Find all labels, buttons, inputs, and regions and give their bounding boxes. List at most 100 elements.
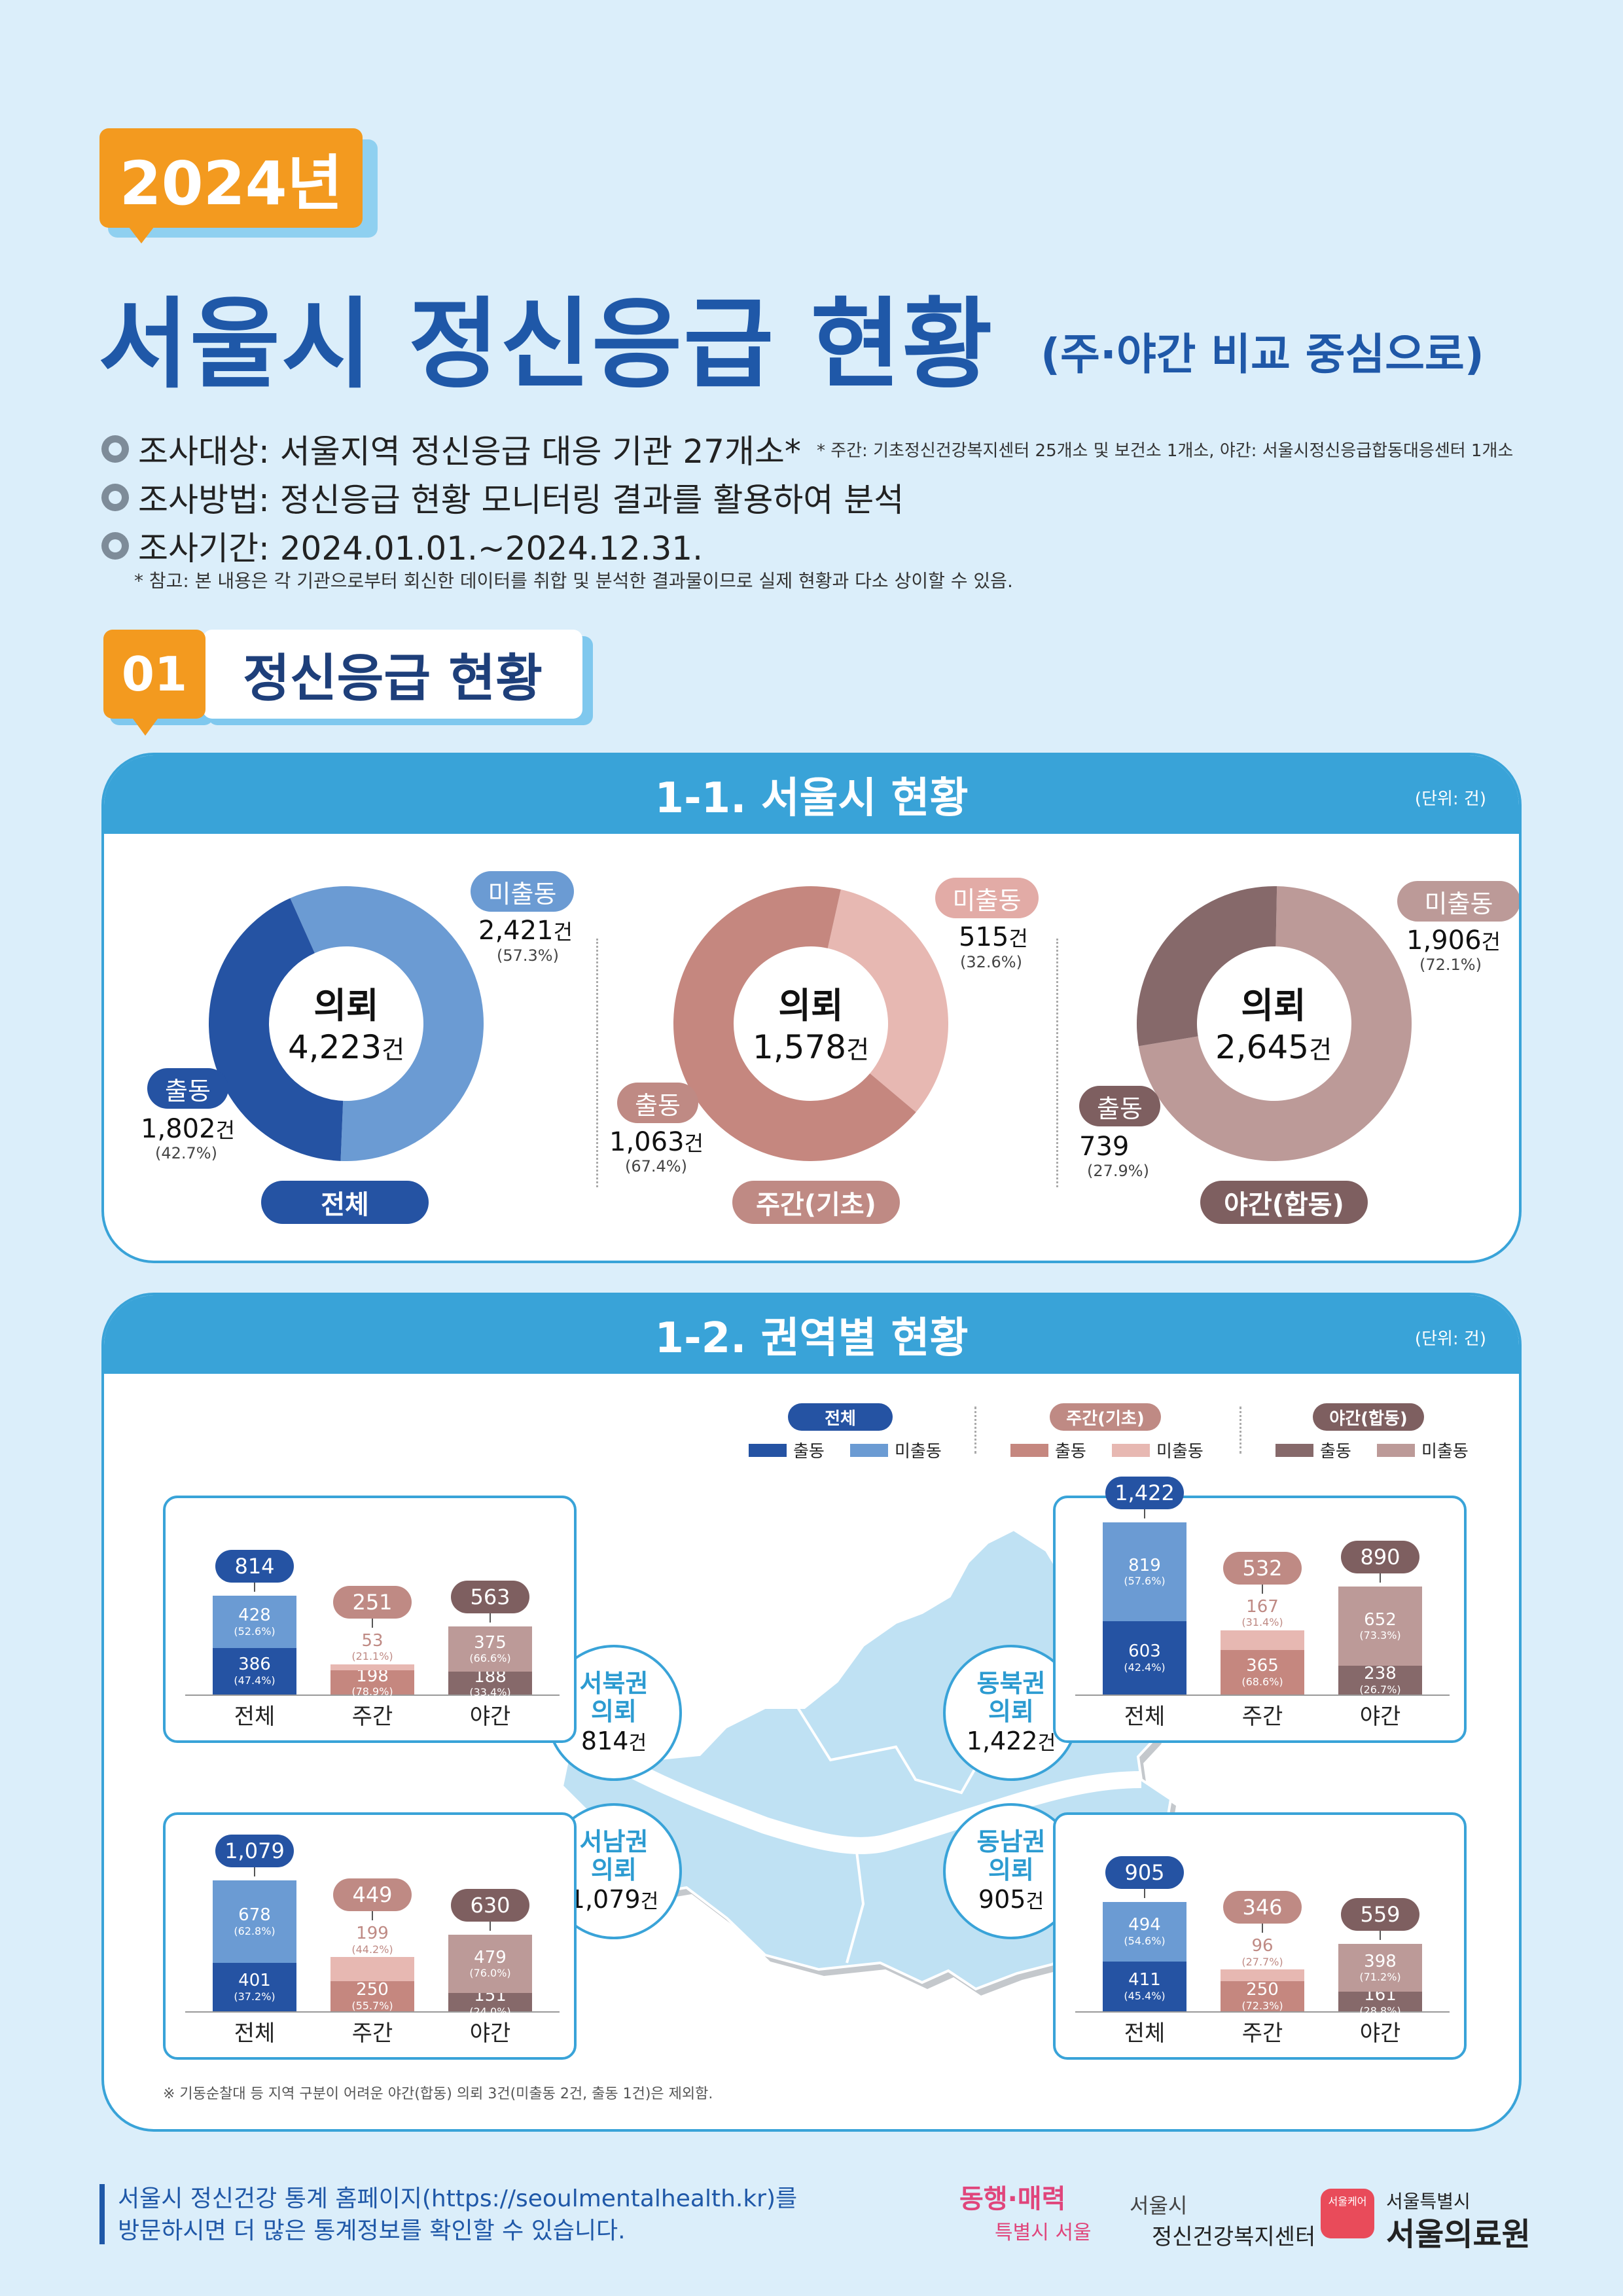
bar-category-label: 주간: [351, 2020, 393, 2047]
donut-day-out-pill: 출동: [617, 1083, 698, 1123]
seoul-slogan-logo: 동행·매력: [959, 2184, 1066, 2214]
bar-category-label: 야간: [1359, 1704, 1401, 1730]
bar-segment-out: 188 (33.4%): [448, 1668, 532, 1698]
legend-day-not: 미출동: [1112, 1438, 1204, 1462]
info-period: 조사기간: 2024.01.01.~2024.12.31.: [101, 522, 703, 569]
bar-total-tick: [1144, 1509, 1145, 1518]
bar-total-pill: 559: [1341, 1897, 1419, 1931]
bar-segment-out: 238 (26.7%): [1338, 1664, 1422, 1696]
bar-segment-out: 250 (72.3%): [1221, 1981, 1304, 2012]
bar-total-tick: [254, 1583, 255, 1592]
donut-center-value: 4,223건: [287, 1028, 405, 1066]
bar-total-tick: [490, 1613, 491, 1623]
donut-total-out-pill: 출동: [147, 1068, 228, 1109]
bar-category-label: 주간: [1241, 1704, 1283, 1730]
mental-health-center-logo-a: 서울시: [1130, 2193, 1188, 2218]
info-target: 조사대상: 서울지역 정신응급 대응 기관 27개소* * 주간: 기초정신건강…: [101, 425, 1513, 473]
legend-total-not: 미출동: [850, 1438, 942, 1462]
heart-icon: 서울케어: [1321, 2189, 1374, 2238]
region-name: 동북권: [976, 1668, 1046, 1698]
bar-total-tick: [490, 1922, 491, 1931]
bar-total-pill: 630: [451, 1889, 529, 1922]
donut-total-slice-not: [290, 886, 484, 1161]
bullet-icon: [101, 484, 129, 511]
panel-regional-unit: (단위: 건): [1414, 1329, 1486, 1349]
divider: [596, 939, 598, 1187]
year-badge: 2024년: [99, 128, 363, 228]
bar-total-pill: 905: [1105, 1856, 1184, 1889]
bar-total-pill: 814: [215, 1550, 294, 1583]
region-name: 서남권: [579, 1827, 649, 1856]
divider: [1056, 939, 1058, 1187]
bar-segment-not-label: 167 (31.4%): [1241, 1596, 1283, 1629]
bar-segment-not-label: 819 (57.6%): [1124, 1555, 1166, 1588]
bar-total-pill: 449: [333, 1878, 412, 1911]
footer-text: 서울시 정신건강 통계 홈페이지(https://seoulmentalheal…: [118, 2183, 797, 2247]
map-boundary: [846, 1851, 865, 1964]
bar-segment-out: 401 (37.2%): [213, 1962, 296, 2011]
bar-total-pill: 532: [1223, 1551, 1302, 1585]
bar-segment-not: [1338, 1943, 1422, 1992]
region-bars-southwest: 401 (37.2%) 678 (62.8%) 1,079 전체 250 (55.7%) 199…: [163, 1812, 577, 2060]
footer-accent-bar: [99, 2184, 105, 2244]
seoul-slogan-logo-sub: 특별시 서울: [995, 2221, 1092, 2244]
donut-night-not-pill: 미출동: [1397, 881, 1519, 922]
donut-day-not-pct: (32.6%): [960, 953, 1022, 971]
donut-night-out-pill: 출동: [1079, 1086, 1160, 1126]
bar-total-pill: 1,422: [1105, 1476, 1184, 1509]
info-method: 조사방법: 정신응급 현황 모니터링 결과를 활용하여 분석: [101, 474, 904, 521]
donut-night-out-value: 739: [1079, 1132, 1130, 1162]
bar-total-pill: 890: [1341, 1541, 1419, 1574]
panel-regional-title: 1-2. 권역별 현황: [654, 1314, 969, 1363]
panel-seoul-header: 1-1. 서울시 현황: [104, 755, 1519, 834]
legend-day-out: 출동: [1010, 1438, 1086, 1462]
bar-category-label: 전체: [1124, 1704, 1166, 1730]
donut-night-slice-not: [1138, 886, 1412, 1161]
region-total: 814건: [580, 1726, 647, 1755]
reference-note: * 참고: 본 내용은 각 기관으로부터 회신한 데이터를 취합 및 분석한 결…: [134, 570, 1013, 592]
legend-night-not: 미출동: [1377, 1438, 1469, 1462]
donut-total-out-value: 1,802건: [141, 1114, 235, 1144]
bullet-icon: [101, 532, 129, 560]
region-bars-southeast: 411 (45.4%) 494 (54.6%) 905 전체 250 (72.3%) 96 (27…: [1053, 1812, 1467, 2060]
legend-group-total: 전체: [788, 1403, 893, 1431]
donut-center-value: 2,645건: [1215, 1028, 1332, 1066]
legend-group-day: 주간(기초): [1050, 1403, 1161, 1431]
region-label: 의뢰: [591, 1856, 637, 1885]
bar-total-pill: 1,079: [215, 1835, 294, 1868]
donut-total-center: 의뢰 4,223건: [248, 977, 444, 1066]
bar-baseline: [1075, 2011, 1450, 2013]
region-label: 의뢰: [988, 1697, 1034, 1727]
bar-total-tick: [1380, 1930, 1381, 1940]
donut-day-out-pct: (67.4%): [625, 1157, 687, 1175]
info-method-text: 조사방법: 정신응급 현황 모니터링 결과를 활용하여 분석: [138, 481, 904, 519]
donut-night-center: 의뢰 2,645건: [1175, 977, 1372, 1066]
donut-total-not-pill: 미출동: [471, 871, 574, 912]
bar-total-pill: 251: [333, 1585, 412, 1619]
bar-segment-not-label: 479 (76.0%): [469, 1947, 511, 1980]
bar-segment-not: [1221, 1630, 1304, 1651]
bar-segment-not-label: 199 (44.2%): [351, 1924, 393, 1956]
bar-segment-not-label: 678 (62.8%): [234, 1905, 276, 1937]
bar-segment-not: [448, 1935, 532, 1994]
legend-total-out: 출동: [749, 1438, 825, 1462]
bar-segment-not: [448, 1626, 532, 1672]
bar-segment-not-label: 375 (66.6%): [469, 1632, 511, 1665]
map-river: [600, 1747, 1142, 1854]
bar-segment-not: [1103, 1522, 1186, 1622]
donut-total-not-value: 2,421건: [478, 916, 573, 946]
bar-segment-not: [213, 1880, 296, 1963]
bar-category-label: 야간: [469, 1704, 511, 1730]
bar-total-tick: [254, 1867, 255, 1877]
bar-segment-not-label: 494 (54.6%): [1124, 1915, 1166, 1947]
bullet-icon: [101, 435, 129, 463]
region-total: 1,422건: [966, 1726, 1056, 1755]
legend-divider: [974, 1407, 976, 1454]
bar-category-label: 야간: [469, 2020, 511, 2047]
bar-category-label: 전체: [1124, 2020, 1166, 2047]
donut-day-out-value: 1,063건: [609, 1127, 704, 1157]
bar-segment-out: 411 (45.4%): [1103, 1961, 1186, 2011]
section-number: 01: [103, 630, 205, 719]
bar-total-tick: [1262, 1923, 1263, 1933]
footer-line-1: 서울시 정신건강 통계 홈페이지(https://seoulmentalheal…: [118, 2185, 798, 2212]
